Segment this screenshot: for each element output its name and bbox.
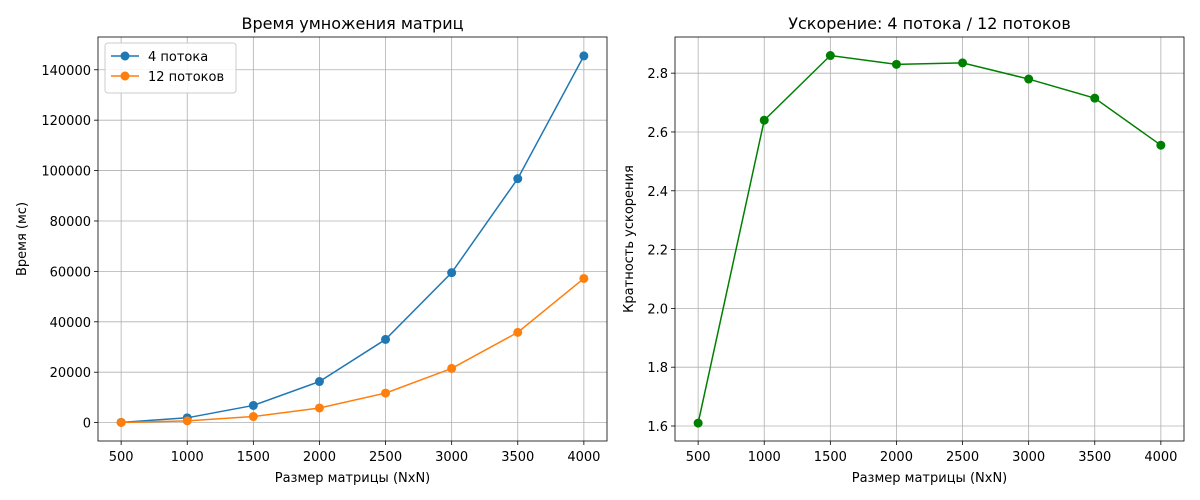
y-axis-label: Время (мс)	[15, 202, 30, 276]
series-line	[121, 55, 585, 424]
data-point	[825, 51, 835, 61]
data-point	[314, 377, 324, 387]
x-tick-label: 1500	[237, 450, 270, 465]
data-point	[958, 58, 968, 68]
data-point	[891, 59, 901, 69]
data-point	[1090, 93, 1100, 103]
y-tick-label: 80000	[50, 215, 91, 230]
data-point	[579, 273, 589, 283]
x-tick-label: 4000	[1144, 450, 1177, 465]
y-tick-label: 1.6	[647, 420, 668, 435]
series-line	[697, 54, 1162, 424]
y-tick-label: 2.2	[647, 244, 668, 259]
legend-marker	[120, 71, 130, 81]
data-point	[381, 388, 391, 398]
legend-label: 12 потоков	[148, 70, 224, 85]
x-axis-label: Размер матрицы (NxN)	[275, 471, 431, 486]
x-tick-label: 4000	[567, 450, 600, 465]
y-tick-label: 100000	[41, 165, 91, 180]
y-tick-label: 40000	[50, 316, 91, 331]
y-tick-label: 60000	[50, 265, 91, 280]
data-point	[513, 327, 523, 337]
x-tick-label: 2500	[369, 450, 402, 465]
data-point	[381, 334, 391, 344]
data-point	[693, 418, 703, 428]
data-point	[248, 412, 258, 422]
legend: 4 потока 12 потоков	[104, 42, 237, 94]
chart-matrix-time: Время умножения матриц Размер матрицы (N…	[15, 14, 608, 486]
y-tick-label: 2.6	[647, 126, 668, 141]
y-tick-label: 2.4	[647, 185, 668, 200]
x-tick-label: 500	[109, 450, 134, 465]
plot-frame	[97, 36, 608, 442]
x-tick-label: 3500	[1078, 450, 1111, 465]
series-line	[121, 277, 585, 424]
legend-label: 4 потока	[148, 50, 208, 65]
x-tick-label: 3000	[1012, 450, 1045, 465]
x-tick-label: 500	[686, 450, 711, 465]
data-point	[1156, 140, 1166, 150]
y-tick-label: 0	[83, 417, 91, 432]
chart-title: Ускорение: 4 потока / 12 потоков	[788, 14, 1071, 33]
data-point	[579, 51, 589, 61]
plot-frame	[674, 36, 1185, 442]
data-point	[759, 115, 769, 125]
y-tick-label: 2.8	[647, 67, 668, 82]
data-point	[513, 174, 523, 184]
x-tick-label: 1000	[748, 450, 781, 465]
y-tick-label: 20000	[50, 366, 91, 381]
chart-title: Время умножения матриц	[241, 14, 463, 33]
y-tick-label: 2.0	[647, 302, 668, 317]
data-point	[1024, 74, 1034, 84]
x-tick-label: 2500	[946, 450, 979, 465]
x-tick-label: 3500	[501, 450, 534, 465]
y-tick-label: 120000	[41, 114, 91, 129]
y-axis-label: Кратность ускорения	[622, 165, 637, 313]
x-tick-label: 2000	[880, 450, 913, 465]
data-point	[182, 416, 192, 426]
y-tick-label: 1.8	[647, 361, 668, 376]
x-tick-label: 2000	[303, 450, 336, 465]
x-tick-label: 3000	[435, 450, 468, 465]
chart-speedup: Ускорение: 4 потока / 12 потоков Размер …	[622, 14, 1185, 486]
x-axis-label: Размер матрицы (NxN)	[852, 471, 1008, 486]
y-tick-label: 140000	[41, 64, 91, 79]
data-point	[248, 400, 258, 410]
legend-marker	[120, 51, 130, 61]
data-point	[116, 417, 126, 427]
data-point	[314, 403, 324, 413]
x-tick-label: 1500	[814, 450, 847, 465]
x-tick-label: 1000	[171, 450, 204, 465]
data-point	[447, 363, 457, 373]
data-point	[447, 268, 457, 278]
